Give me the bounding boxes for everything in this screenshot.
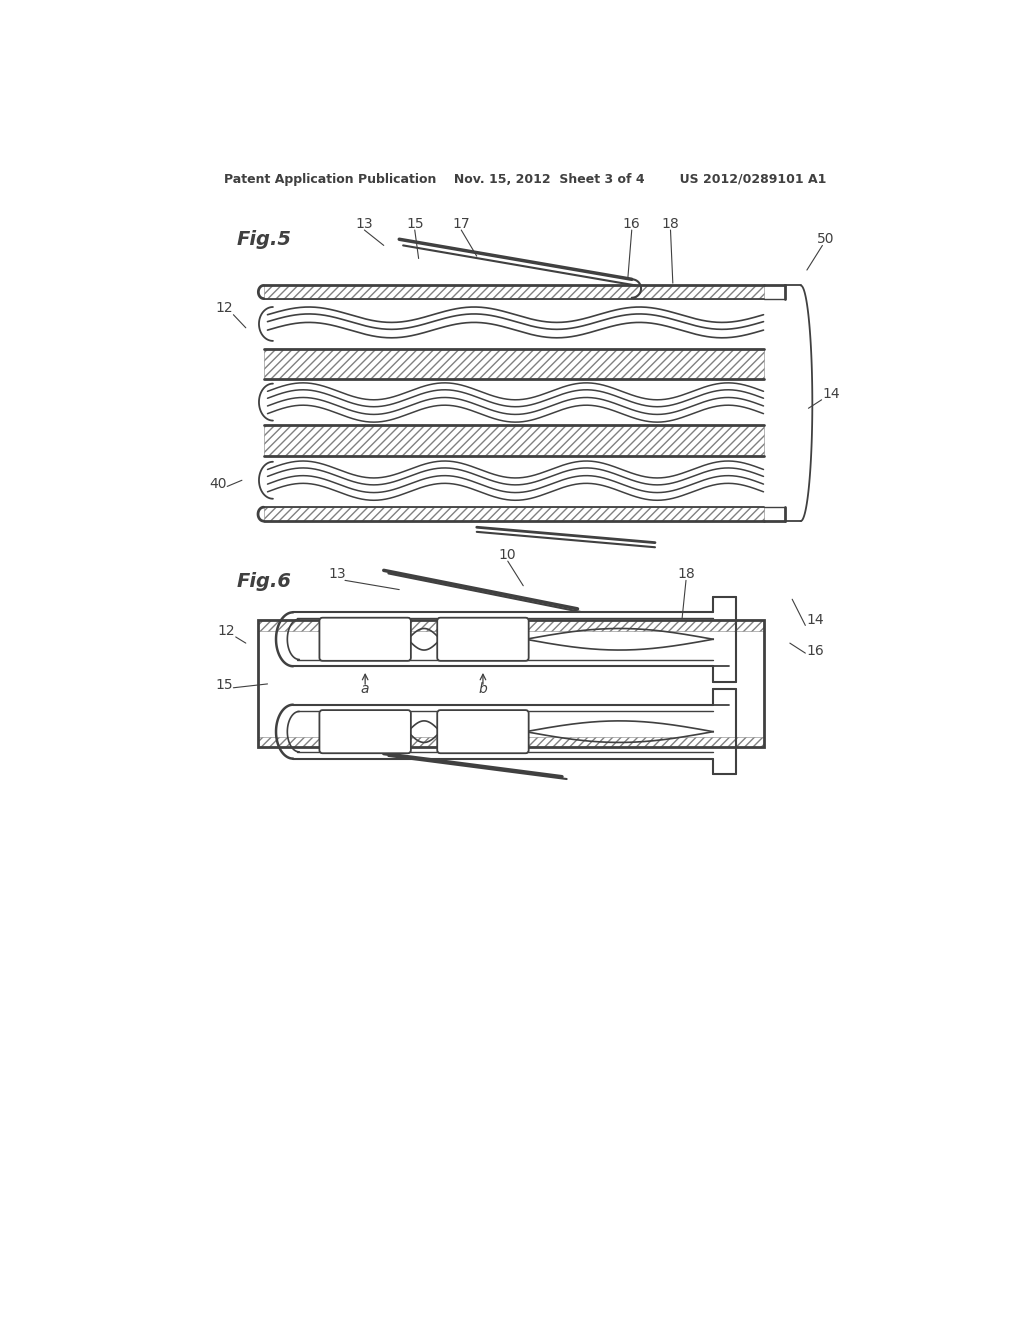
Bar [263,507,764,521]
Text: 12: 12 [215,301,232,315]
Text: 14: 14 [822,387,840,401]
Text: 16: 16 [623,216,641,231]
Text: 13: 13 [329,568,346,581]
Text: Fig.5: Fig.5 [237,230,292,248]
Text: 15: 15 [215,678,232,692]
Bar [263,348,764,379]
Text: 18: 18 [662,216,679,231]
FancyBboxPatch shape [319,618,411,661]
Text: Fig.6: Fig.6 [237,573,292,591]
FancyBboxPatch shape [437,618,528,661]
Bar [263,285,764,298]
FancyBboxPatch shape [319,710,411,754]
Text: a: a [360,682,370,696]
Bar [258,620,764,747]
Text: 10: 10 [499,548,516,562]
Text: Patent Application Publication    Nov. 15, 2012  Sheet 3 of 4        US 2012/028: Patent Application Publication Nov. 15, … [223,173,826,186]
Text: 50: 50 [817,232,835,246]
Bar [263,425,764,455]
Text: 17: 17 [453,216,470,231]
FancyBboxPatch shape [437,710,528,754]
Text: 18: 18 [677,568,695,581]
Text: 15: 15 [406,216,424,231]
Bar [258,737,764,747]
Text: 16: 16 [806,644,824,657]
Text: 12: 12 [217,624,234,639]
Text: 40: 40 [210,477,227,491]
Bar [258,620,764,631]
Text: b: b [478,682,487,696]
Text: 14: 14 [806,612,823,627]
Text: 13: 13 [355,216,373,231]
